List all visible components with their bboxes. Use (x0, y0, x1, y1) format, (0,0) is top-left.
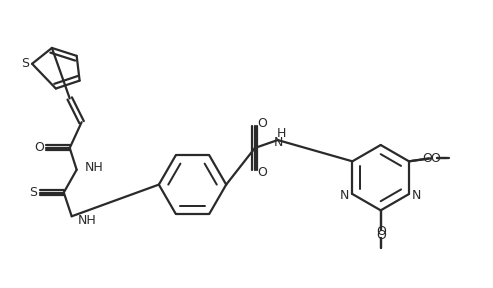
Text: O: O (257, 166, 267, 179)
Text: O: O (376, 229, 386, 242)
Text: O: O (376, 225, 386, 238)
Text: H: H (277, 127, 286, 140)
Text: N: N (412, 190, 422, 202)
Text: N: N (340, 190, 349, 202)
Text: O: O (34, 141, 44, 154)
Text: NH: NH (77, 214, 97, 227)
Text: S: S (21, 57, 29, 70)
Text: S: S (29, 186, 37, 199)
Text: O: O (257, 117, 267, 130)
Text: O: O (422, 152, 432, 165)
Text: N: N (274, 136, 283, 149)
Text: O: O (430, 152, 440, 165)
Text: NH: NH (85, 161, 104, 174)
